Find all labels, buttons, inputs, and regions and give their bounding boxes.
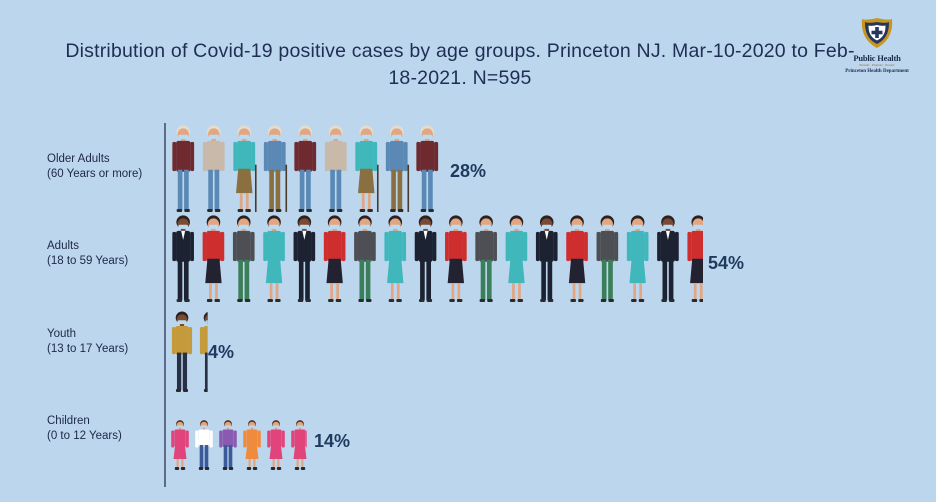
category-label-line: Older Adults (47, 153, 110, 165)
value-label-youth: 4% (208, 342, 235, 362)
chart-title: Distribution of Covid-19 positive cases … (65, 40, 855, 89)
pictograph-bar-youth (171, 311, 208, 392)
category-label-children: Children (0 to 12 Years) (47, 414, 122, 444)
pictograph-bar-children (171, 420, 307, 470)
person-figure-icon (355, 125, 379, 212)
logo-tagline: Prevent · Promote · Protect (859, 63, 895, 67)
person-figure-icon (172, 125, 195, 212)
person-figure-icon (202, 125, 225, 212)
category-label-adults: Adults (18 to 59 Years) (47, 239, 128, 269)
person-figure-icon (263, 215, 285, 302)
person-figure-icon (687, 215, 703, 302)
person-figure-icon (445, 215, 467, 302)
person-figure-icon (535, 215, 558, 302)
pictograph-bar-older-adults (172, 125, 439, 212)
category-label-line: (0 to 12 Years) (47, 430, 122, 442)
person-figure-icon (596, 215, 619, 302)
person-figure-icon (416, 125, 439, 212)
person-figure-icon (171, 311, 193, 392)
category-label-line: Youth (47, 328, 76, 340)
person-figure-icon (323, 215, 346, 302)
person-figure-icon (324, 125, 347, 212)
person-figure-icon (291, 420, 307, 470)
person-figure-icon (171, 420, 189, 470)
logo-department: Princeton Health Department (845, 69, 909, 74)
person-figure-icon (202, 215, 225, 302)
public-health-logo: Public Health Prevent · Promote · Protec… (834, 16, 920, 74)
person-figure-icon (626, 215, 649, 302)
person-figure-icon (232, 215, 255, 302)
person-figure-icon (294, 125, 317, 212)
category-label-older-adults: Older Adults (60 Years or more) (47, 152, 142, 182)
person-figure-icon (233, 125, 257, 212)
value-label-children: 14% (314, 431, 351, 451)
person-figure-icon (199, 311, 208, 392)
pictograph-bar-adults (172, 215, 703, 302)
person-figure-icon (566, 215, 588, 302)
person-figure-icon (195, 420, 213, 470)
category-label-line: (18 to 59 Years) (47, 255, 129, 267)
person-figure-icon (293, 215, 316, 302)
category-label-line: (13 to 17 Years) (47, 343, 129, 355)
person-figure-icon (219, 420, 237, 470)
person-figure-icon (385, 125, 410, 212)
category-label-line: (60 Years or more) (47, 168, 143, 180)
person-figure-icon (475, 215, 497, 302)
person-figure-icon (263, 125, 288, 212)
category-label-line: Adults (47, 240, 79, 252)
logo-name: Public Health (853, 53, 901, 63)
person-figure-icon (505, 215, 528, 302)
person-figure-icon (354, 215, 376, 302)
category-axis-line (164, 123, 166, 487)
person-figure-icon (243, 420, 261, 470)
person-figure-icon (414, 215, 437, 302)
person-figure-icon (267, 420, 285, 470)
category-label-line: Children (47, 415, 90, 427)
value-label-older-adults: 28% (450, 161, 487, 181)
value-label-adults: 54% (708, 253, 745, 273)
shield-logo-icon (861, 18, 893, 48)
person-figure-icon (657, 215, 679, 302)
category-label-youth: Youth (13 to 17 Years) (47, 327, 128, 357)
person-figure-icon (384, 215, 407, 302)
person-figure-icon (172, 215, 194, 302)
